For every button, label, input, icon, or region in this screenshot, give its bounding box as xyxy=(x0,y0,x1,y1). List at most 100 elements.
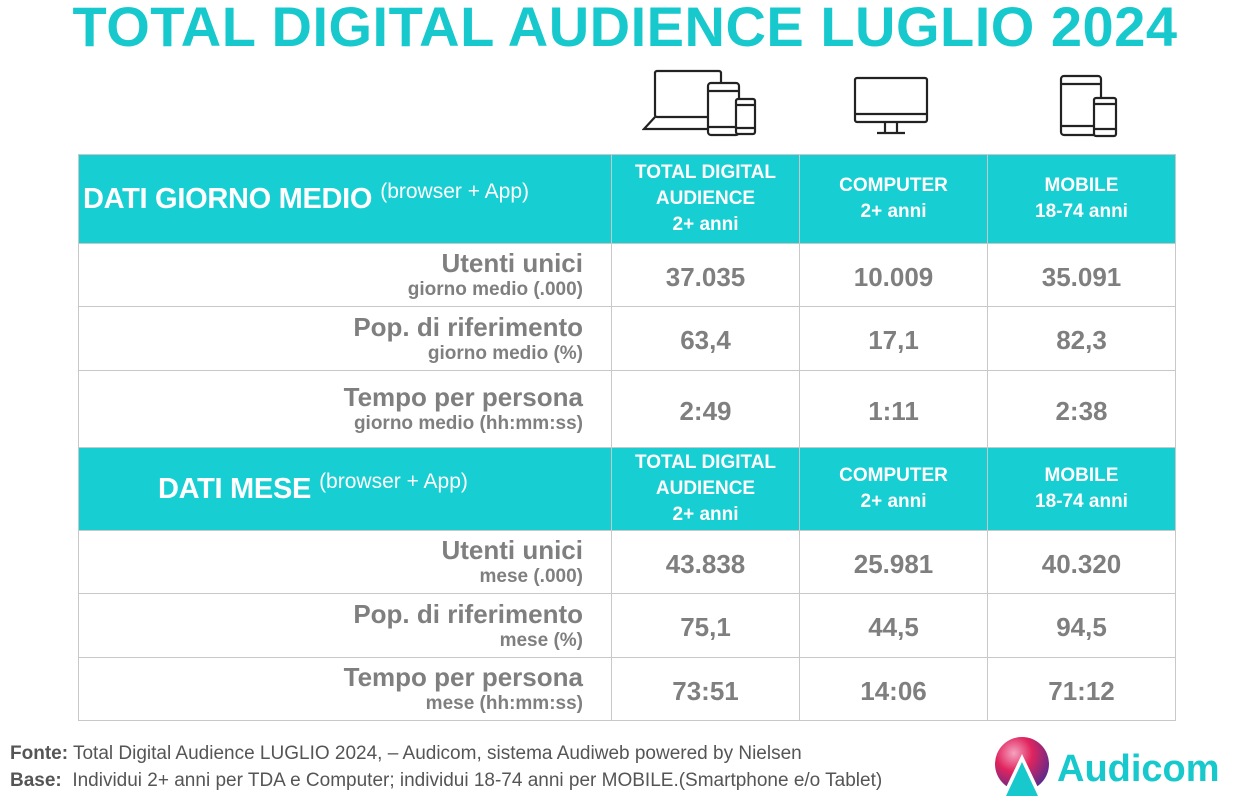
value-computer: 44,5 xyxy=(868,612,919,642)
value-cell: 2:38 xyxy=(987,370,1176,448)
audience-table: DATI GIORNO MEDIO (browser + App) TOTAL … xyxy=(78,154,1176,721)
section-subtitle: (browser + App) xyxy=(319,469,468,493)
row-label-cell: Tempo per persona mese (hh:mm:ss) xyxy=(78,657,612,721)
base-label: Base: xyxy=(10,770,62,791)
mobile-tablet-icon xyxy=(1058,74,1120,138)
column-header-total-digital: TOTAL DIGITAL AUDIENCE 2+ anni xyxy=(611,447,800,531)
column-header-line: COMPUTER xyxy=(839,175,948,196)
table-row: Tempo per persona giorno medio (hh:mm:ss… xyxy=(78,370,1176,448)
table-row: Pop. di riferimento mese (%) 75,1 44,5 9… xyxy=(78,593,1176,658)
section-subtitle: (browser + App) xyxy=(380,179,530,203)
row-sublabel: mese (.000) xyxy=(479,566,583,587)
footer-fonte: Fonte: Total Digital Audience LUGLIO 202… xyxy=(10,743,802,765)
row-label-cell: Pop. di riferimento mese (%) xyxy=(78,593,612,658)
value-computer: 14:06 xyxy=(860,675,927,706)
row-label: Pop. di riferimento xyxy=(353,598,583,629)
column-header-computer: COMPUTER 2+ anni xyxy=(799,154,988,244)
row-label: Pop. di riferimento xyxy=(353,311,583,342)
value-cell: 10.009 xyxy=(799,243,988,307)
value-cell: 82,3 xyxy=(987,306,1176,371)
row-label: Tempo per persona xyxy=(343,662,583,692)
computer-monitor-icon xyxy=(853,76,929,136)
value-cell: 2:49 xyxy=(611,370,800,448)
all-devices-icon xyxy=(642,69,758,137)
column-header-line: 2+ anni xyxy=(860,491,927,512)
value-mobile: 2:38 xyxy=(1055,395,1108,426)
fonte-text: Total Digital Audience LUGLIO 2024, – Au… xyxy=(72,743,802,764)
value-computer: 17,1 xyxy=(868,325,919,355)
base-text: Individui 2+ anni per TDA e Computer; in… xyxy=(72,770,883,791)
section-title-cell: DATI GIORNO MEDIO (browser + App) xyxy=(78,154,612,244)
row-sublabel: giorno medio (.000) xyxy=(407,279,583,300)
column-header-line: TOTAL DIGITAL xyxy=(634,162,777,183)
column-header-line: 18-74 anni xyxy=(1035,491,1128,512)
section-header-giorno-medio: DATI GIORNO MEDIO (browser + App) TOTAL … xyxy=(78,154,1176,244)
audicom-logo-text: Audicom xyxy=(1057,748,1220,790)
audicom-logo-icon xyxy=(992,736,1054,807)
value-cell: 37.035 xyxy=(611,243,800,307)
value-mobile: 94,5 xyxy=(1056,612,1107,642)
table-row: Tempo per persona mese (hh:mm:ss) 73:51 … xyxy=(78,657,1176,721)
row-sublabel: mese (hh:mm:ss) xyxy=(425,693,583,714)
column-header-line: 2+ anni xyxy=(860,201,927,222)
value-computer: 25.981 xyxy=(853,548,934,579)
section-title-cell: DATI MESE (browser + App) xyxy=(78,447,612,531)
value-cell: 35.091 xyxy=(987,243,1176,307)
value-cell: 43.838 xyxy=(611,530,800,594)
value-total: 37.035 xyxy=(665,261,746,292)
section-header-mese: DATI MESE (browser + App) TOTAL DIGITAL … xyxy=(78,447,1176,531)
column-header-line: MOBILE xyxy=(1044,465,1119,486)
value-cell: 63,4 xyxy=(611,306,800,371)
column-header-computer: COMPUTER 2+ anni xyxy=(799,447,988,531)
row-label-cell: Utenti unici giorno medio (.000) xyxy=(78,243,612,307)
column-header-line: AUDIENCE xyxy=(655,478,756,499)
column-header-line: MOBILE xyxy=(1044,175,1119,196)
row-label-cell: Pop. di riferimento giorno medio (%) xyxy=(78,306,612,371)
value-mobile: 40.320 xyxy=(1041,548,1122,579)
value-computer: 1:11 xyxy=(868,395,919,426)
section-title: DATI GIORNO MEDIO xyxy=(83,182,373,215)
value-cell: 44,5 xyxy=(799,593,988,658)
column-header-line: 2+ anni xyxy=(672,214,739,235)
column-header-line: AUDIENCE xyxy=(655,188,756,209)
value-mobile: 82,3 xyxy=(1056,325,1107,355)
table-row: Utenti unici giorno medio (.000) 37.035 … xyxy=(78,243,1176,307)
row-label: Utenti unici xyxy=(441,535,583,565)
column-header-line: COMPUTER xyxy=(839,465,948,486)
value-cell: 25.981 xyxy=(799,530,988,594)
column-header-total-digital: TOTAL DIGITAL AUDIENCE 2+ anni xyxy=(611,154,800,244)
row-label-cell: Utenti unici mese (.000) xyxy=(78,530,612,594)
column-header-line: 18-74 anni xyxy=(1035,201,1128,222)
table-row: Pop. di riferimento giorno medio (%) 63,… xyxy=(78,306,1176,371)
row-sublabel: giorno medio (%) xyxy=(427,342,583,364)
value-cell: 94,5 xyxy=(987,593,1176,658)
row-sublabel: giorno medio (hh:mm:ss) xyxy=(353,413,583,434)
footer-base: Base: Individui 2+ anni per TDA e Comput… xyxy=(10,770,882,792)
column-header-line: 2+ anni xyxy=(672,504,739,525)
value-cell: 73:51 xyxy=(611,657,800,721)
value-total: 2:49 xyxy=(679,395,732,426)
table-row: Utenti unici mese (.000) 43.838 25.981 4… xyxy=(78,530,1176,594)
value-computer: 10.009 xyxy=(853,261,934,292)
value-total: 75,1 xyxy=(680,612,731,642)
value-total: 73:51 xyxy=(672,675,739,706)
value-cell: 1:11 xyxy=(799,370,988,448)
row-label-cell: Tempo per persona giorno medio (hh:mm:ss… xyxy=(78,370,612,448)
section-title: DATI MESE xyxy=(158,472,312,505)
page-title: TOTAL DIGITAL AUDIENCE LUGLIO 2024 xyxy=(72,0,1178,58)
value-cell: 14:06 xyxy=(799,657,988,721)
value-total: 43.838 xyxy=(665,548,746,579)
row-label: Utenti unici xyxy=(441,248,583,278)
value-cell: 17,1 xyxy=(799,306,988,371)
value-cell: 71:12 xyxy=(987,657,1176,721)
value-cell: 75,1 xyxy=(611,593,800,658)
row-sublabel: mese (%) xyxy=(499,629,583,651)
value-mobile: 71:12 xyxy=(1048,675,1115,706)
column-header-mobile: MOBILE 18-74 anni xyxy=(987,154,1176,244)
value-total: 63,4 xyxy=(680,325,731,355)
fonte-label: Fonte: xyxy=(10,743,69,764)
value-mobile: 35.091 xyxy=(1041,261,1122,292)
column-header-mobile: MOBILE 18-74 anni xyxy=(987,447,1176,531)
value-cell: 40.320 xyxy=(987,530,1176,594)
column-header-line: TOTAL DIGITAL xyxy=(634,452,777,473)
